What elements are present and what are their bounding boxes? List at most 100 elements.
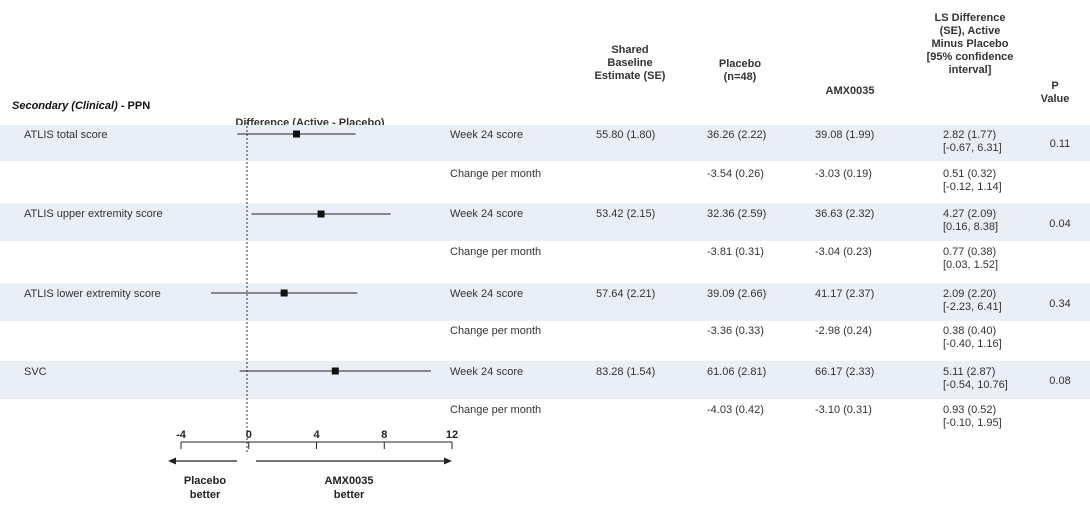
row-band-svc — [0, 361, 1090, 399]
ls-difference-ci: [-2.23, 6.41] — [943, 301, 1002, 313]
placebo-value: -3.81 (0.31) — [707, 246, 764, 258]
ls-difference-value: 4.27 (2.09) [0.16, 8.38] — [943, 208, 998, 234]
p-value: 0.04 — [1049, 218, 1071, 230]
placebo-better-label-line1: Placebo — [184, 475, 226, 487]
amx-value: -3.10 (0.31) — [815, 404, 872, 416]
timepoint-label: Change per month — [450, 168, 542, 180]
ls-difference-value: 2.82 (1.77) [-0.67, 6.31] — [943, 129, 1002, 155]
placebo-value: -3.36 (0.33) — [707, 325, 764, 337]
placebo-value: 61.06 (2.81) — [707, 366, 767, 378]
timepoint-label: Change per month — [450, 246, 542, 258]
point-estimate — [280, 289, 288, 297]
amx-value: 39.08 (1.99) — [815, 129, 875, 141]
x-tick-label: 8 — [381, 429, 387, 441]
placebo-value: 39.09 (2.66) — [707, 288, 767, 300]
section-label-italic: Secondary (Clinical) — [12, 100, 118, 112]
amx-value: -2.98 (0.24) — [815, 325, 872, 337]
ls-difference-estimate: 0.51 (0.32) — [943, 168, 997, 180]
ls-difference-value: 5.11 (2.87) [-0.54, 10.76] — [943, 366, 1008, 392]
outcome-label: ATLIS total score — [24, 129, 108, 141]
outcome-label: ATLIS upper extremity score — [24, 208, 163, 220]
amx-better-label-line2: better — [334, 489, 365, 501]
shared-baseline-value: 53.42 (2.15) — [596, 208, 656, 220]
ls-difference-ci: [-0.54, 10.76] — [943, 379, 1008, 391]
header-ls-difference: LS Difference (SE), Active Minus Placebo… — [915, 12, 1025, 77]
ls-difference-value: 0.93 (0.52) [-0.10, 1.95] — [943, 404, 1002, 430]
amx-better-arrowhead — [444, 457, 452, 465]
p-value: 0.08 — [1049, 375, 1071, 387]
timepoint-label: Change per month — [450, 325, 542, 337]
ls-difference-estimate: 4.27 (2.09) — [943, 208, 997, 220]
ls-difference-value: 0.51 (0.32) [-0.12, 1.14] — [943, 168, 1002, 194]
ls-difference-ci: [-0.10, 1.95] — [943, 417, 1002, 429]
x-axis: -4 0 4 8 12 — [176, 429, 458, 449]
placebo-value: -3.54 (0.26) — [707, 168, 764, 180]
header-placebo-line2: (n=48) — [723, 71, 757, 83]
row-band-atlis-upper — [0, 203, 1090, 241]
amx-value: -3.03 (0.19) — [815, 168, 872, 180]
section-label: Secondary (Clinical) - PPN — [12, 100, 150, 112]
x-tick-label: 12 — [446, 429, 458, 441]
header-shared-line1: Shared — [611, 44, 649, 56]
timepoint-label: Week 24 score — [450, 288, 524, 300]
ls-difference-estimate: 0.93 (0.52) — [943, 404, 997, 416]
header-shared-line3: Estimate (SE) — [594, 70, 666, 82]
amx-value: -3.04 (0.23) — [815, 246, 872, 258]
point-estimate — [331, 367, 339, 375]
p-value: 0.34 — [1049, 298, 1071, 310]
placebo-value: 36.26 (2.22) — [707, 129, 767, 141]
ls-difference-ci: [-0.40, 1.16] — [943, 338, 1002, 350]
ci-group — [210, 130, 431, 375]
placebo-value: 32.36 (2.59) — [707, 208, 767, 220]
header-p-line2: Value — [1040, 93, 1070, 105]
header-shared-baseline: Shared Baseline Estimate (SE) — [580, 44, 680, 83]
placebo-value: -4.03 (0.42) — [707, 404, 764, 416]
ls-difference-estimate: 2.09 (2.20) — [943, 288, 997, 300]
amx-better-label-line1: AMX0035 — [325, 475, 374, 487]
timepoint-label: Week 24 score — [450, 366, 524, 378]
x-tick-label: -4 — [176, 429, 187, 441]
ls-difference-estimate: 2.82 (1.77) — [943, 129, 997, 141]
amx-value: 66.17 (2.33) — [815, 366, 875, 378]
header-placebo-line1: Placebo — [718, 58, 762, 70]
ls-difference-value: 0.38 (0.40) [-0.40, 1.16] — [943, 325, 1002, 351]
ls-difference-estimate: 0.38 (0.40) — [943, 325, 997, 337]
x-tick-label: 4 — [313, 429, 320, 441]
ls-difference-value: 2.09 (2.20) [-2.23, 6.41] — [943, 288, 1002, 314]
amx-value: 41.17 (2.37) — [815, 288, 875, 300]
ls-difference-ci: [-0.67, 6.31] — [943, 142, 1002, 154]
header-lsd-line2: (SE), Active — [939, 25, 1001, 37]
point-estimate — [317, 210, 325, 218]
outcome-label: ATLIS lower extremity score — [24, 288, 161, 300]
row-band-atlis-total — [0, 125, 1090, 161]
timepoint-label: Change per month — [450, 404, 542, 416]
point-estimate — [293, 130, 301, 138]
shared-baseline-value: 57.64 (2.21) — [596, 288, 656, 300]
amx-value: 36.63 (2.32) — [815, 208, 875, 220]
header-amx0035: AMX0035 — [825, 85, 875, 97]
ls-difference-estimate: 5.11 (2.87) — [943, 366, 996, 378]
header-lsd-line5: interval] — [948, 64, 992, 76]
header-lsd-line1: LS Difference — [934, 12, 1006, 24]
section-label-rest: - PPN — [117, 100, 151, 112]
header-p-value: P Value — [1030, 80, 1080, 106]
x-tick-label: 0 — [246, 429, 252, 441]
header-placebo: Placebo (n=48) — [700, 58, 780, 84]
shared-baseline-value: 83.28 (1.54) — [596, 366, 656, 378]
ls-difference-estimate: 0.77 (0.38) — [943, 246, 997, 258]
header-lsd-line3: Minus Placebo — [931, 38, 1009, 50]
ls-difference-ci: [0.03, 1.52] — [943, 259, 999, 271]
ls-difference-ci: [0.16, 8.38] — [943, 221, 999, 233]
shared-baseline-value: 55.80 (1.80) — [596, 129, 656, 141]
placebo-better-label-line2: better — [190, 489, 221, 501]
header-lsd-line4: [95% confidence — [926, 51, 1014, 63]
placebo-better-arrowhead — [168, 457, 176, 465]
row-band-atlis-lower — [0, 283, 1090, 321]
timepoint-label: Week 24 score — [450, 208, 524, 220]
header-p-line1: P — [1051, 80, 1059, 92]
outcome-label: SVC — [24, 366, 47, 378]
ls-difference-ci: [-0.12, 1.14] — [943, 181, 1002, 193]
ls-difference-value: 0.77 (0.38) [0.03, 1.52] — [943, 246, 998, 272]
timepoint-label: Week 24 score — [450, 129, 524, 141]
